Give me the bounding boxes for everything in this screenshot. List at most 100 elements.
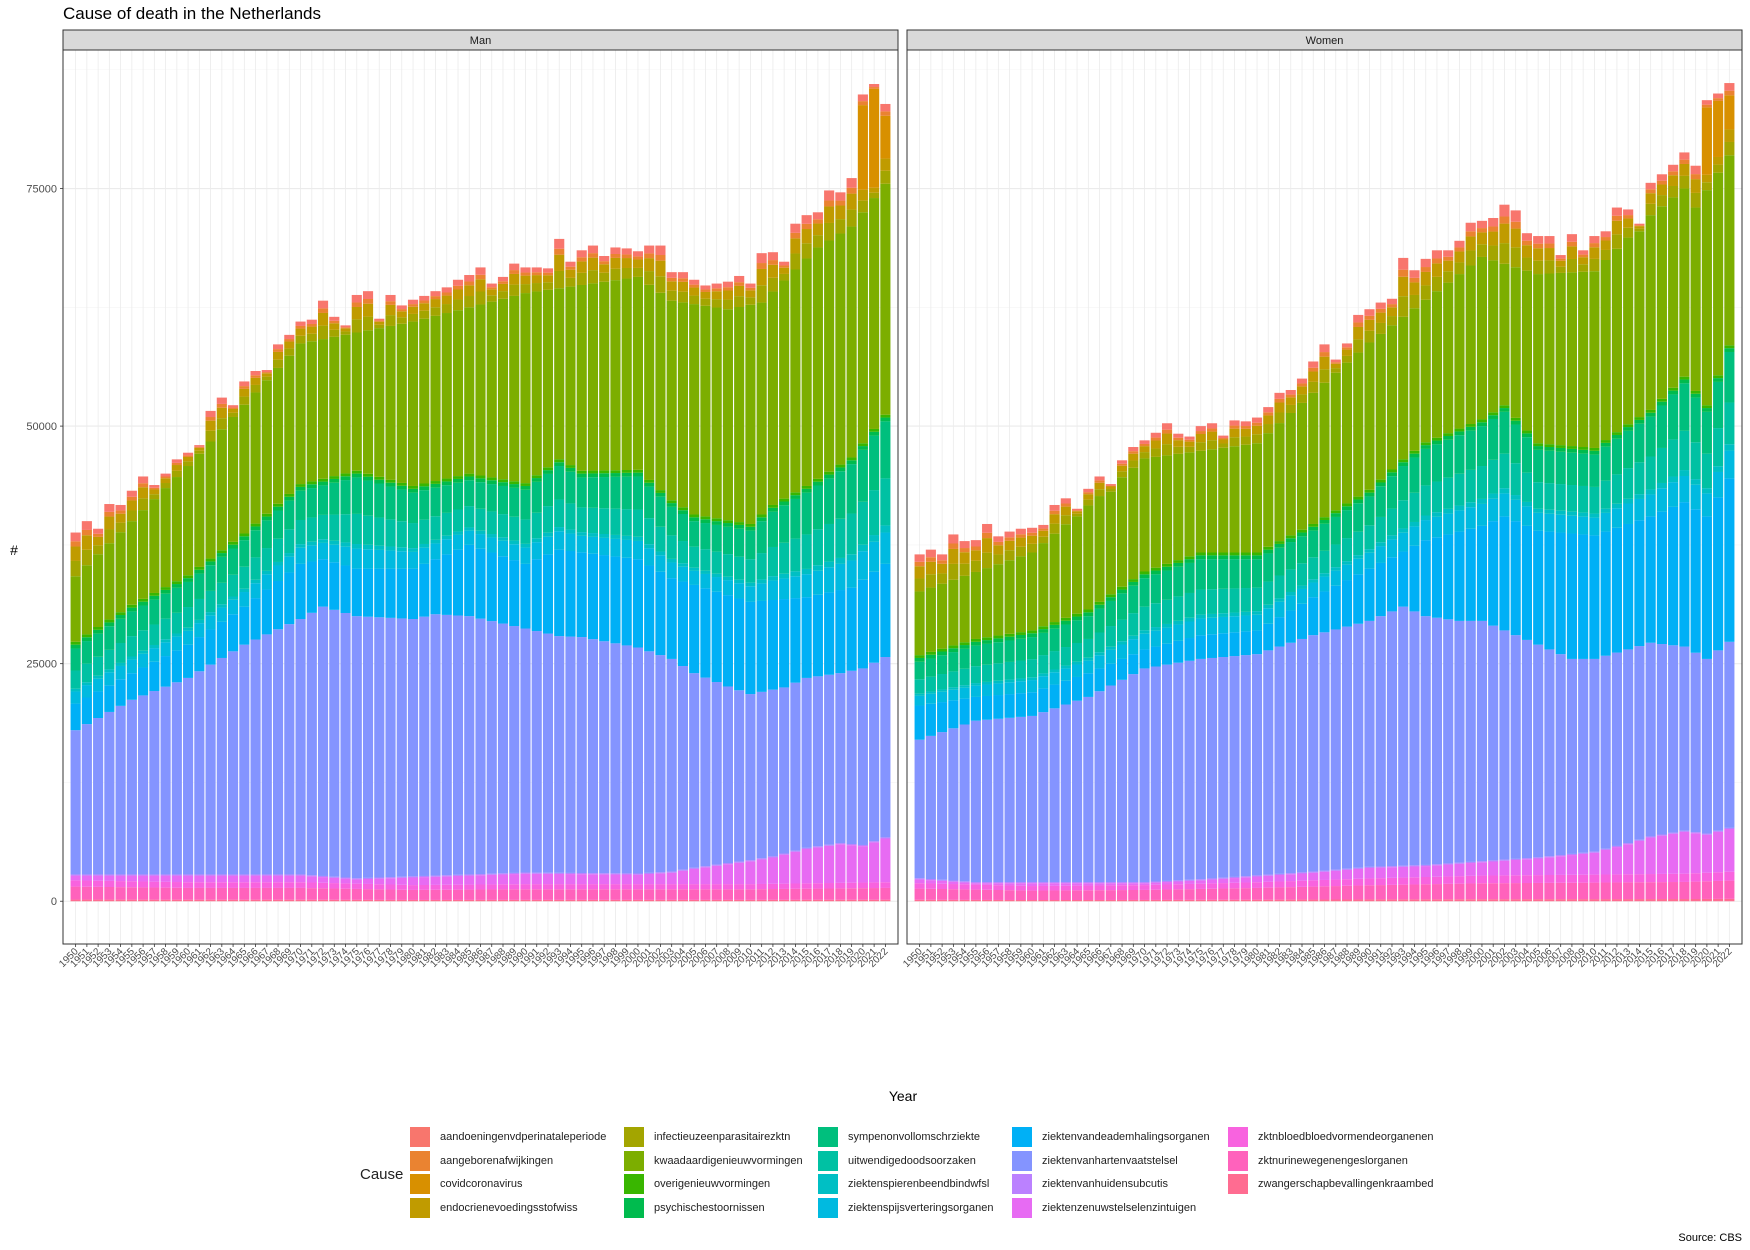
bar-segment xyxy=(1600,849,1611,875)
bar-segment xyxy=(677,272,688,279)
bar-segment xyxy=(531,481,542,513)
bar-segment xyxy=(509,540,520,545)
bar-segment xyxy=(1476,875,1488,884)
bar-segment xyxy=(1443,863,1454,865)
bar-segment xyxy=(228,596,239,600)
bar-segment xyxy=(644,258,655,272)
bar-segment xyxy=(1510,463,1521,496)
bar-segment xyxy=(565,529,576,534)
bar-segment xyxy=(1623,899,1634,902)
bar-segment xyxy=(711,884,722,890)
bar-segment xyxy=(228,614,239,652)
bar-segment xyxy=(801,215,812,224)
bar-segment xyxy=(745,287,756,291)
bar-segment xyxy=(497,482,509,486)
bar-segment xyxy=(857,449,868,502)
bar-segment xyxy=(677,899,688,902)
bar-segment xyxy=(475,304,486,476)
bar-segment xyxy=(1701,182,1712,191)
bar-segment xyxy=(1049,684,1060,709)
bar-segment xyxy=(1521,525,1532,640)
bar-segment xyxy=(779,498,790,502)
bar-stack-1961 xyxy=(1038,524,1049,902)
bar-segment xyxy=(1566,446,1577,449)
facet-panel-women: Women19501951195219531954195519561957195… xyxy=(901,29,1743,970)
bar-segment xyxy=(126,500,137,511)
bar-segment xyxy=(970,884,981,890)
bar-segment xyxy=(497,283,509,292)
bar-segment xyxy=(509,872,520,875)
bar-segment xyxy=(621,535,632,540)
bar-segment xyxy=(216,874,227,876)
bar-segment xyxy=(970,638,981,642)
bar-segment xyxy=(801,258,812,486)
bar-segment xyxy=(531,884,542,890)
bar-segment xyxy=(542,872,554,874)
bar-segment xyxy=(1229,552,1240,556)
bar-segment xyxy=(1611,652,1622,846)
bar-segment xyxy=(1521,639,1532,859)
bar-segment xyxy=(1015,537,1026,547)
bar-segment xyxy=(959,642,970,646)
bar-segment xyxy=(937,563,948,574)
bar-segment xyxy=(1330,513,1341,517)
bar-segment xyxy=(1004,560,1015,634)
bar-segment xyxy=(824,222,835,241)
bar-segment xyxy=(126,496,137,501)
bar-segment xyxy=(700,289,711,292)
bar-segment xyxy=(779,267,790,274)
bar-segment xyxy=(632,472,644,477)
bar-segment xyxy=(801,883,812,889)
bar-segment xyxy=(959,687,970,699)
bar-segment xyxy=(1027,677,1038,681)
bar-segment xyxy=(835,205,846,220)
bar-segment xyxy=(295,484,306,487)
bar-segment xyxy=(677,884,688,890)
bar-segment xyxy=(700,867,711,885)
bar-segment xyxy=(171,612,182,634)
bar-segment xyxy=(1072,510,1083,512)
bar-segment xyxy=(374,617,385,878)
bar-segment xyxy=(1521,506,1532,526)
bar-segment xyxy=(239,381,250,387)
bar-segment xyxy=(1173,889,1184,900)
bar-segment xyxy=(396,489,407,522)
bar-segment xyxy=(880,838,891,883)
bar-segment xyxy=(407,304,419,307)
bar-segment xyxy=(959,541,970,549)
bar-segment xyxy=(857,544,868,552)
bar-segment xyxy=(722,520,733,524)
bar-segment xyxy=(464,527,475,531)
bar-segment xyxy=(1634,231,1645,418)
bar-segment xyxy=(126,611,137,637)
bar-segment xyxy=(1094,882,1105,884)
bar-segment xyxy=(1319,523,1330,551)
bar-segment xyxy=(1072,513,1083,517)
bar-segment xyxy=(869,535,880,542)
bar-segment xyxy=(1015,528,1026,535)
bar-segment xyxy=(869,841,880,843)
bar-segment xyxy=(1623,218,1634,228)
bar-segment xyxy=(1150,630,1161,647)
bar-segment xyxy=(216,582,227,605)
bar-segment xyxy=(1004,885,1015,891)
bar-segment xyxy=(655,655,666,873)
bar-segment xyxy=(1386,476,1398,509)
bar-segment xyxy=(194,899,205,902)
bar-segment xyxy=(228,412,239,417)
bar-segment xyxy=(1499,405,1510,409)
bar-segment xyxy=(779,573,790,579)
bar-stack-1965 xyxy=(1083,488,1094,902)
bar-segment xyxy=(1701,881,1712,899)
bar-segment xyxy=(1027,630,1038,634)
bar-segment xyxy=(1319,632,1330,871)
bar-stack-1951 xyxy=(925,549,936,902)
bar-segment xyxy=(1263,407,1274,413)
bar-segment xyxy=(1083,882,1094,884)
bar-segment xyxy=(869,571,880,663)
bar-segment xyxy=(565,884,576,890)
bar-segment xyxy=(1319,519,1330,524)
bar-segment xyxy=(1240,877,1251,883)
bar-stacks xyxy=(70,84,891,902)
bar-segment xyxy=(982,882,993,884)
